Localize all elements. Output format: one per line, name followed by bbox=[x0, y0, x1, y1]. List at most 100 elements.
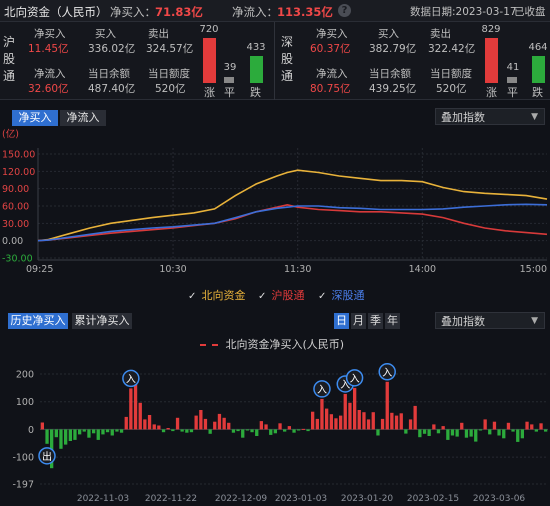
bar bbox=[171, 429, 175, 432]
y-tick-label: 120.00 bbox=[2, 167, 35, 178]
sz-quota-label: 当日额度 bbox=[430, 68, 472, 80]
tab-net-inflow[interactable]: 净流入 bbox=[60, 110, 106, 126]
tab-cumulative-net-buy[interactable]: 累计净买入 bbox=[72, 313, 132, 329]
bar bbox=[306, 429, 310, 432]
sh-up-label: 涨 bbox=[204, 86, 215, 99]
sh-down-label: 跌 bbox=[250, 86, 261, 99]
bar bbox=[87, 429, 91, 438]
bar bbox=[530, 424, 534, 430]
bar bbox=[380, 418, 385, 430]
y-tick-label: 0 bbox=[28, 425, 34, 436]
intraday-grid bbox=[37, 148, 547, 261]
net-inflow-value: 113.35亿 bbox=[277, 5, 333, 19]
legend-sh[interactable]: ✓ 沪股通 bbox=[258, 287, 305, 303]
sz-net-inflow-value: 80.75亿 bbox=[310, 83, 351, 95]
bar bbox=[147, 415, 152, 430]
legend-sh-label: 沪股通 bbox=[271, 289, 305, 302]
check-icon: ✓ bbox=[318, 291, 327, 302]
bar bbox=[325, 408, 329, 430]
period-month[interactable]: 月 bbox=[351, 313, 366, 329]
legend-swatch bbox=[200, 344, 218, 346]
bar bbox=[436, 429, 441, 434]
bar bbox=[427, 429, 431, 436]
legend-north[interactable]: ✓ 北向资金 bbox=[188, 287, 246, 303]
bar bbox=[250, 429, 254, 433]
tab-net-buy[interactable]: 净买入 bbox=[12, 110, 58, 126]
sh-buy-value: 336.02亿 bbox=[88, 43, 136, 55]
history-overlay-dropdown[interactable]: 叠加指数 ▼ bbox=[435, 312, 545, 329]
bar bbox=[59, 429, 63, 449]
sh-connect-panel: 沪股通 净买入 11.45亿 买入 336.02亿 卖出 324.57亿 净流入… bbox=[0, 22, 274, 100]
bar bbox=[525, 421, 529, 430]
sz-connect-panel: 深股通 净买入 60.37亿 买入 382.79亿 卖出 322.42亿 净流入… bbox=[275, 22, 550, 100]
x-tick-label: 11:30 bbox=[284, 264, 311, 275]
outflow-marker: 出 bbox=[42, 450, 52, 463]
bar bbox=[217, 413, 222, 430]
sh-sell-value: 324.57亿 bbox=[146, 43, 194, 55]
x-tick-label: 10:30 bbox=[159, 264, 186, 275]
bar bbox=[115, 429, 119, 432]
overlay-index-dropdown[interactable]: 叠加指数 ▼ bbox=[435, 108, 545, 125]
bar bbox=[464, 429, 469, 438]
bar bbox=[194, 415, 198, 430]
tab-history-net-buy[interactable]: 历史净买入 bbox=[8, 313, 68, 329]
legend-north-label: 北向资金 bbox=[201, 289, 246, 302]
bar bbox=[175, 417, 180, 430]
bar bbox=[255, 429, 259, 436]
bar bbox=[110, 429, 114, 436]
sz-buy-value: 382.79亿 bbox=[369, 43, 417, 55]
sh-balance-label: 当日余额 bbox=[88, 68, 130, 80]
bar bbox=[129, 388, 133, 430]
sz-up-label: 涨 bbox=[486, 86, 497, 99]
bar bbox=[385, 381, 389, 430]
bar bbox=[199, 410, 203, 430]
bar bbox=[231, 429, 236, 433]
bar bbox=[133, 382, 138, 430]
market-status: 已收盘 bbox=[514, 6, 546, 18]
bar bbox=[315, 418, 319, 430]
bar bbox=[269, 429, 273, 435]
marker-circle bbox=[38, 447, 56, 465]
bar bbox=[222, 417, 226, 430]
sz-up-count: 829 bbox=[481, 24, 501, 35]
bar bbox=[432, 424, 436, 430]
bar bbox=[236, 429, 240, 432]
header-bar: 北向资金（人民币） 净买入： 71.83亿 净流入： 113.35亿 ? 数据日… bbox=[0, 0, 550, 22]
y-tick-label: 100 bbox=[16, 397, 34, 408]
bar bbox=[362, 412, 366, 430]
bar bbox=[278, 423, 282, 430]
bar bbox=[334, 418, 338, 430]
bar bbox=[292, 429, 296, 433]
bar bbox=[143, 419, 147, 430]
help-icon[interactable]: ? bbox=[338, 4, 351, 17]
history-axis-labels: 200 100 0 -100 -197 2022-11-03 2022-11-22 2022-… bbox=[12, 370, 525, 505]
sh-net-inflow-value: 32.60亿 bbox=[28, 83, 69, 95]
bar bbox=[245, 429, 250, 431]
bar bbox=[283, 429, 287, 432]
sh-down-count: 433 bbox=[246, 42, 266, 53]
marker-circle bbox=[122, 369, 140, 388]
marker-circle bbox=[313, 380, 331, 398]
series-line-sh bbox=[37, 203, 548, 242]
period-year[interactable]: 年 bbox=[385, 313, 400, 329]
bar bbox=[73, 429, 77, 440]
bar bbox=[105, 429, 110, 433]
bar bbox=[502, 429, 506, 439]
bar bbox=[78, 429, 82, 435]
sh-up-count: 720 bbox=[199, 24, 219, 35]
period-day[interactable]: 日 bbox=[334, 313, 349, 329]
net-buy-value: 71.83亿 bbox=[155, 5, 203, 19]
marker-circle bbox=[345, 369, 364, 387]
sz-down-label: 跌 bbox=[532, 86, 543, 99]
inflow-marker: 入 bbox=[350, 374, 360, 385]
overlay-index-label: 叠加指数 bbox=[441, 111, 485, 124]
bar bbox=[185, 429, 189, 433]
bar bbox=[124, 416, 128, 430]
bar bbox=[497, 429, 501, 436]
chevron-down-icon: ▼ bbox=[531, 112, 538, 122]
period-season[interactable]: 季 bbox=[368, 313, 383, 329]
bar bbox=[418, 429, 422, 438]
sz-down-bar bbox=[532, 56, 545, 83]
legend-sz[interactable]: ✓ 深股通 bbox=[318, 287, 365, 303]
